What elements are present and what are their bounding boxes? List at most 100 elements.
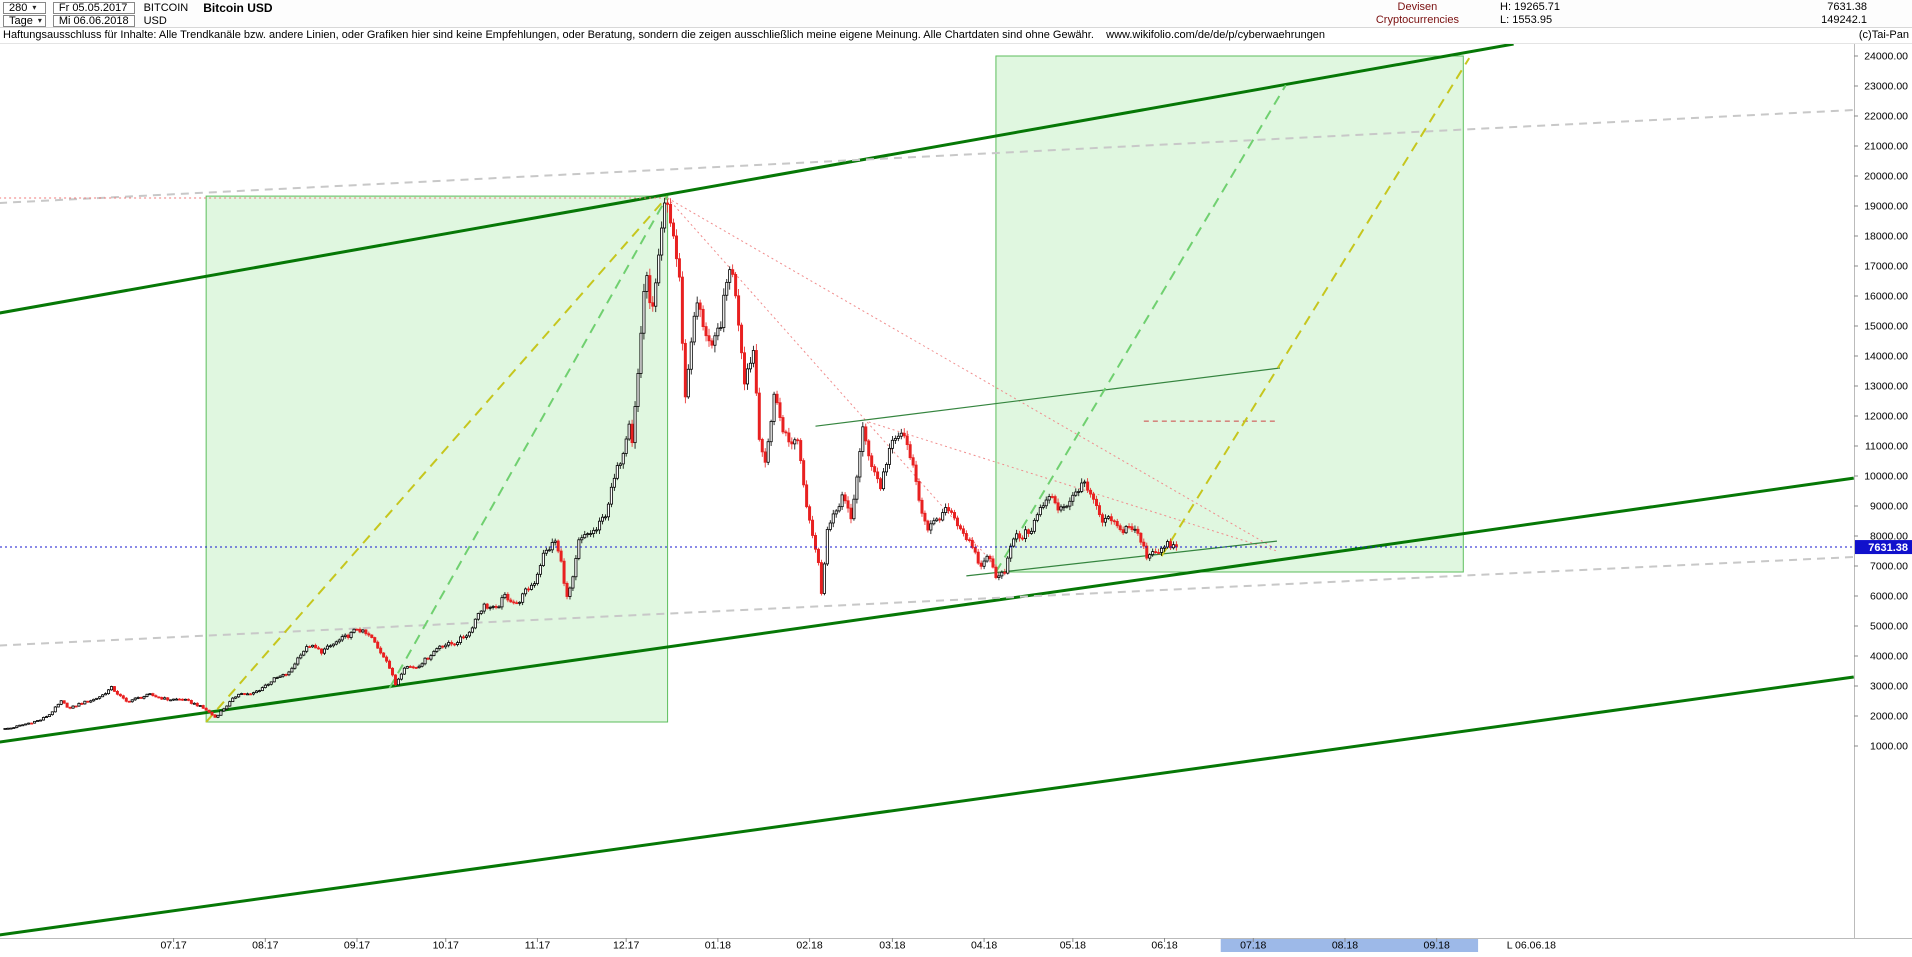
candle-body bbox=[1026, 529, 1030, 534]
candle-body bbox=[1047, 496, 1051, 501]
candle-body bbox=[719, 327, 723, 330]
candle-body bbox=[210, 711, 214, 716]
candle-body bbox=[630, 423, 634, 444]
candle-body bbox=[266, 683, 270, 686]
y-axis: 24000.00 23000.00 22000.00 21000.00 20000.00… bbox=[1854, 51, 1908, 753]
candle-body bbox=[580, 537, 584, 541]
candle-body bbox=[772, 393, 776, 422]
candle-body bbox=[710, 340, 714, 346]
candle-body bbox=[763, 451, 767, 463]
candle-body bbox=[660, 227, 664, 256]
candle-body bbox=[180, 698, 184, 701]
y-axis-label: 6000.00 bbox=[1870, 591, 1908, 603]
candle-body bbox=[672, 222, 676, 237]
candle-body bbox=[595, 529, 599, 532]
candle-body bbox=[935, 518, 939, 522]
toolbar: 280 ▾ Fr 05.05.2017 BITCOIN Bitcoin USD … bbox=[0, 0, 1912, 28]
candle-body bbox=[908, 444, 912, 459]
timeframe-dropdown[interactable]: Tage ▾ bbox=[3, 14, 46, 27]
y-axis-label: 15000.00 bbox=[1864, 321, 1908, 333]
candle-body bbox=[80, 702, 84, 705]
candle-body bbox=[62, 700, 66, 704]
y-axis-label: 11000.00 bbox=[1865, 441, 1908, 453]
candle-body bbox=[195, 702, 199, 707]
candle-body bbox=[1068, 500, 1072, 507]
candle-body bbox=[633, 406, 637, 444]
candle-body bbox=[423, 657, 427, 665]
candle-body bbox=[967, 539, 971, 542]
y-axis-label: 24000.00 bbox=[1864, 51, 1908, 63]
chart-area[interactable]: 24000.00 23000.00 22000.00 21000.00 20000.00… bbox=[0, 42, 1912, 952]
start-date-field[interactable]: Fr 05.05.2017 bbox=[52, 1, 135, 14]
candle-body bbox=[1021, 537, 1025, 540]
candle-body bbox=[884, 463, 888, 473]
candle-body bbox=[115, 690, 119, 695]
candle-body bbox=[899, 432, 903, 437]
x-axis-label: 06.18 bbox=[1151, 940, 1177, 952]
candle-body bbox=[816, 548, 820, 563]
y-axis-label: 5000.00 bbox=[1870, 621, 1908, 633]
end-date-field[interactable]: Mi 06.06.2018 bbox=[52, 14, 135, 27]
candle-body bbox=[9, 727, 13, 730]
candle-body bbox=[447, 642, 451, 646]
x-axis-label: 08.18 bbox=[1332, 940, 1358, 952]
candle-body bbox=[586, 533, 590, 536]
candle-body bbox=[1059, 506, 1063, 511]
end-date-value: Mi 06.06.2018 bbox=[58, 14, 129, 27]
candle-body bbox=[1032, 519, 1036, 532]
candle-body bbox=[624, 438, 628, 454]
candle-body bbox=[450, 642, 454, 645]
candle-body bbox=[1168, 541, 1172, 549]
candle-body bbox=[1097, 505, 1101, 516]
candle-body bbox=[385, 656, 389, 662]
candle-body bbox=[228, 701, 232, 707]
candle-body bbox=[538, 565, 542, 575]
candle-body bbox=[689, 341, 693, 370]
high-low-stats: H: 19265.71 L: 1553.95 bbox=[1500, 1, 1560, 27]
candle-body bbox=[154, 695, 158, 698]
candle-body bbox=[1089, 489, 1093, 495]
chevron-down-icon: ▾ bbox=[32, 2, 37, 12]
chevron-down-icon: ▾ bbox=[37, 15, 42, 25]
candle-body bbox=[1015, 533, 1019, 540]
candle-body bbox=[491, 606, 495, 608]
candle-body bbox=[136, 697, 140, 699]
candle-body bbox=[388, 660, 392, 669]
candle-body bbox=[879, 478, 883, 490]
candle-body bbox=[435, 648, 439, 652]
candle-body bbox=[926, 520, 930, 531]
candle-body bbox=[12, 727, 16, 729]
candle-body bbox=[1100, 514, 1104, 523]
candle-body bbox=[947, 507, 951, 512]
candle-body bbox=[1151, 551, 1155, 556]
candle-body bbox=[343, 634, 347, 637]
stat-last-value: 7631.38 bbox=[1827, 1, 1867, 13]
candle-body bbox=[1112, 520, 1116, 523]
x-axis-label: 07.17 bbox=[160, 940, 186, 952]
candle-body bbox=[260, 687, 264, 692]
bars-count-dropdown[interactable]: 280 ▾ bbox=[3, 1, 46, 14]
candle-body bbox=[1083, 481, 1087, 484]
candle-body bbox=[1062, 506, 1066, 509]
candle-body bbox=[740, 324, 744, 354]
chart-canvas[interactable]: 24000.00 23000.00 22000.00 21000.00 20000.00… bbox=[0, 42, 1912, 952]
candle-body bbox=[139, 697, 143, 699]
y-axis-label: 14000.00 bbox=[1864, 351, 1908, 363]
candle-body bbox=[101, 694, 105, 698]
candle-body bbox=[592, 529, 596, 535]
candle-body bbox=[911, 457, 915, 466]
disclaimer-text: Haftungsausschluss für Inhalte: Alle Tre… bbox=[3, 28, 1325, 43]
y-axis-label: 8000.00 bbox=[1870, 531, 1908, 543]
candle-body bbox=[222, 708, 226, 712]
projection-trendline-yellow bbox=[1160, 57, 1471, 557]
candle-body bbox=[71, 705, 75, 709]
current-price-badge-text: 7631.38 bbox=[1868, 542, 1908, 554]
y-axis-label: 18000.00 bbox=[1864, 231, 1908, 243]
candle-body bbox=[896, 435, 900, 439]
candle-body bbox=[970, 539, 974, 548]
candle-body bbox=[272, 677, 276, 683]
candle-body bbox=[813, 535, 817, 550]
candle-body bbox=[287, 671, 291, 676]
candle-body bbox=[314, 644, 318, 649]
candle-body bbox=[234, 696, 238, 699]
